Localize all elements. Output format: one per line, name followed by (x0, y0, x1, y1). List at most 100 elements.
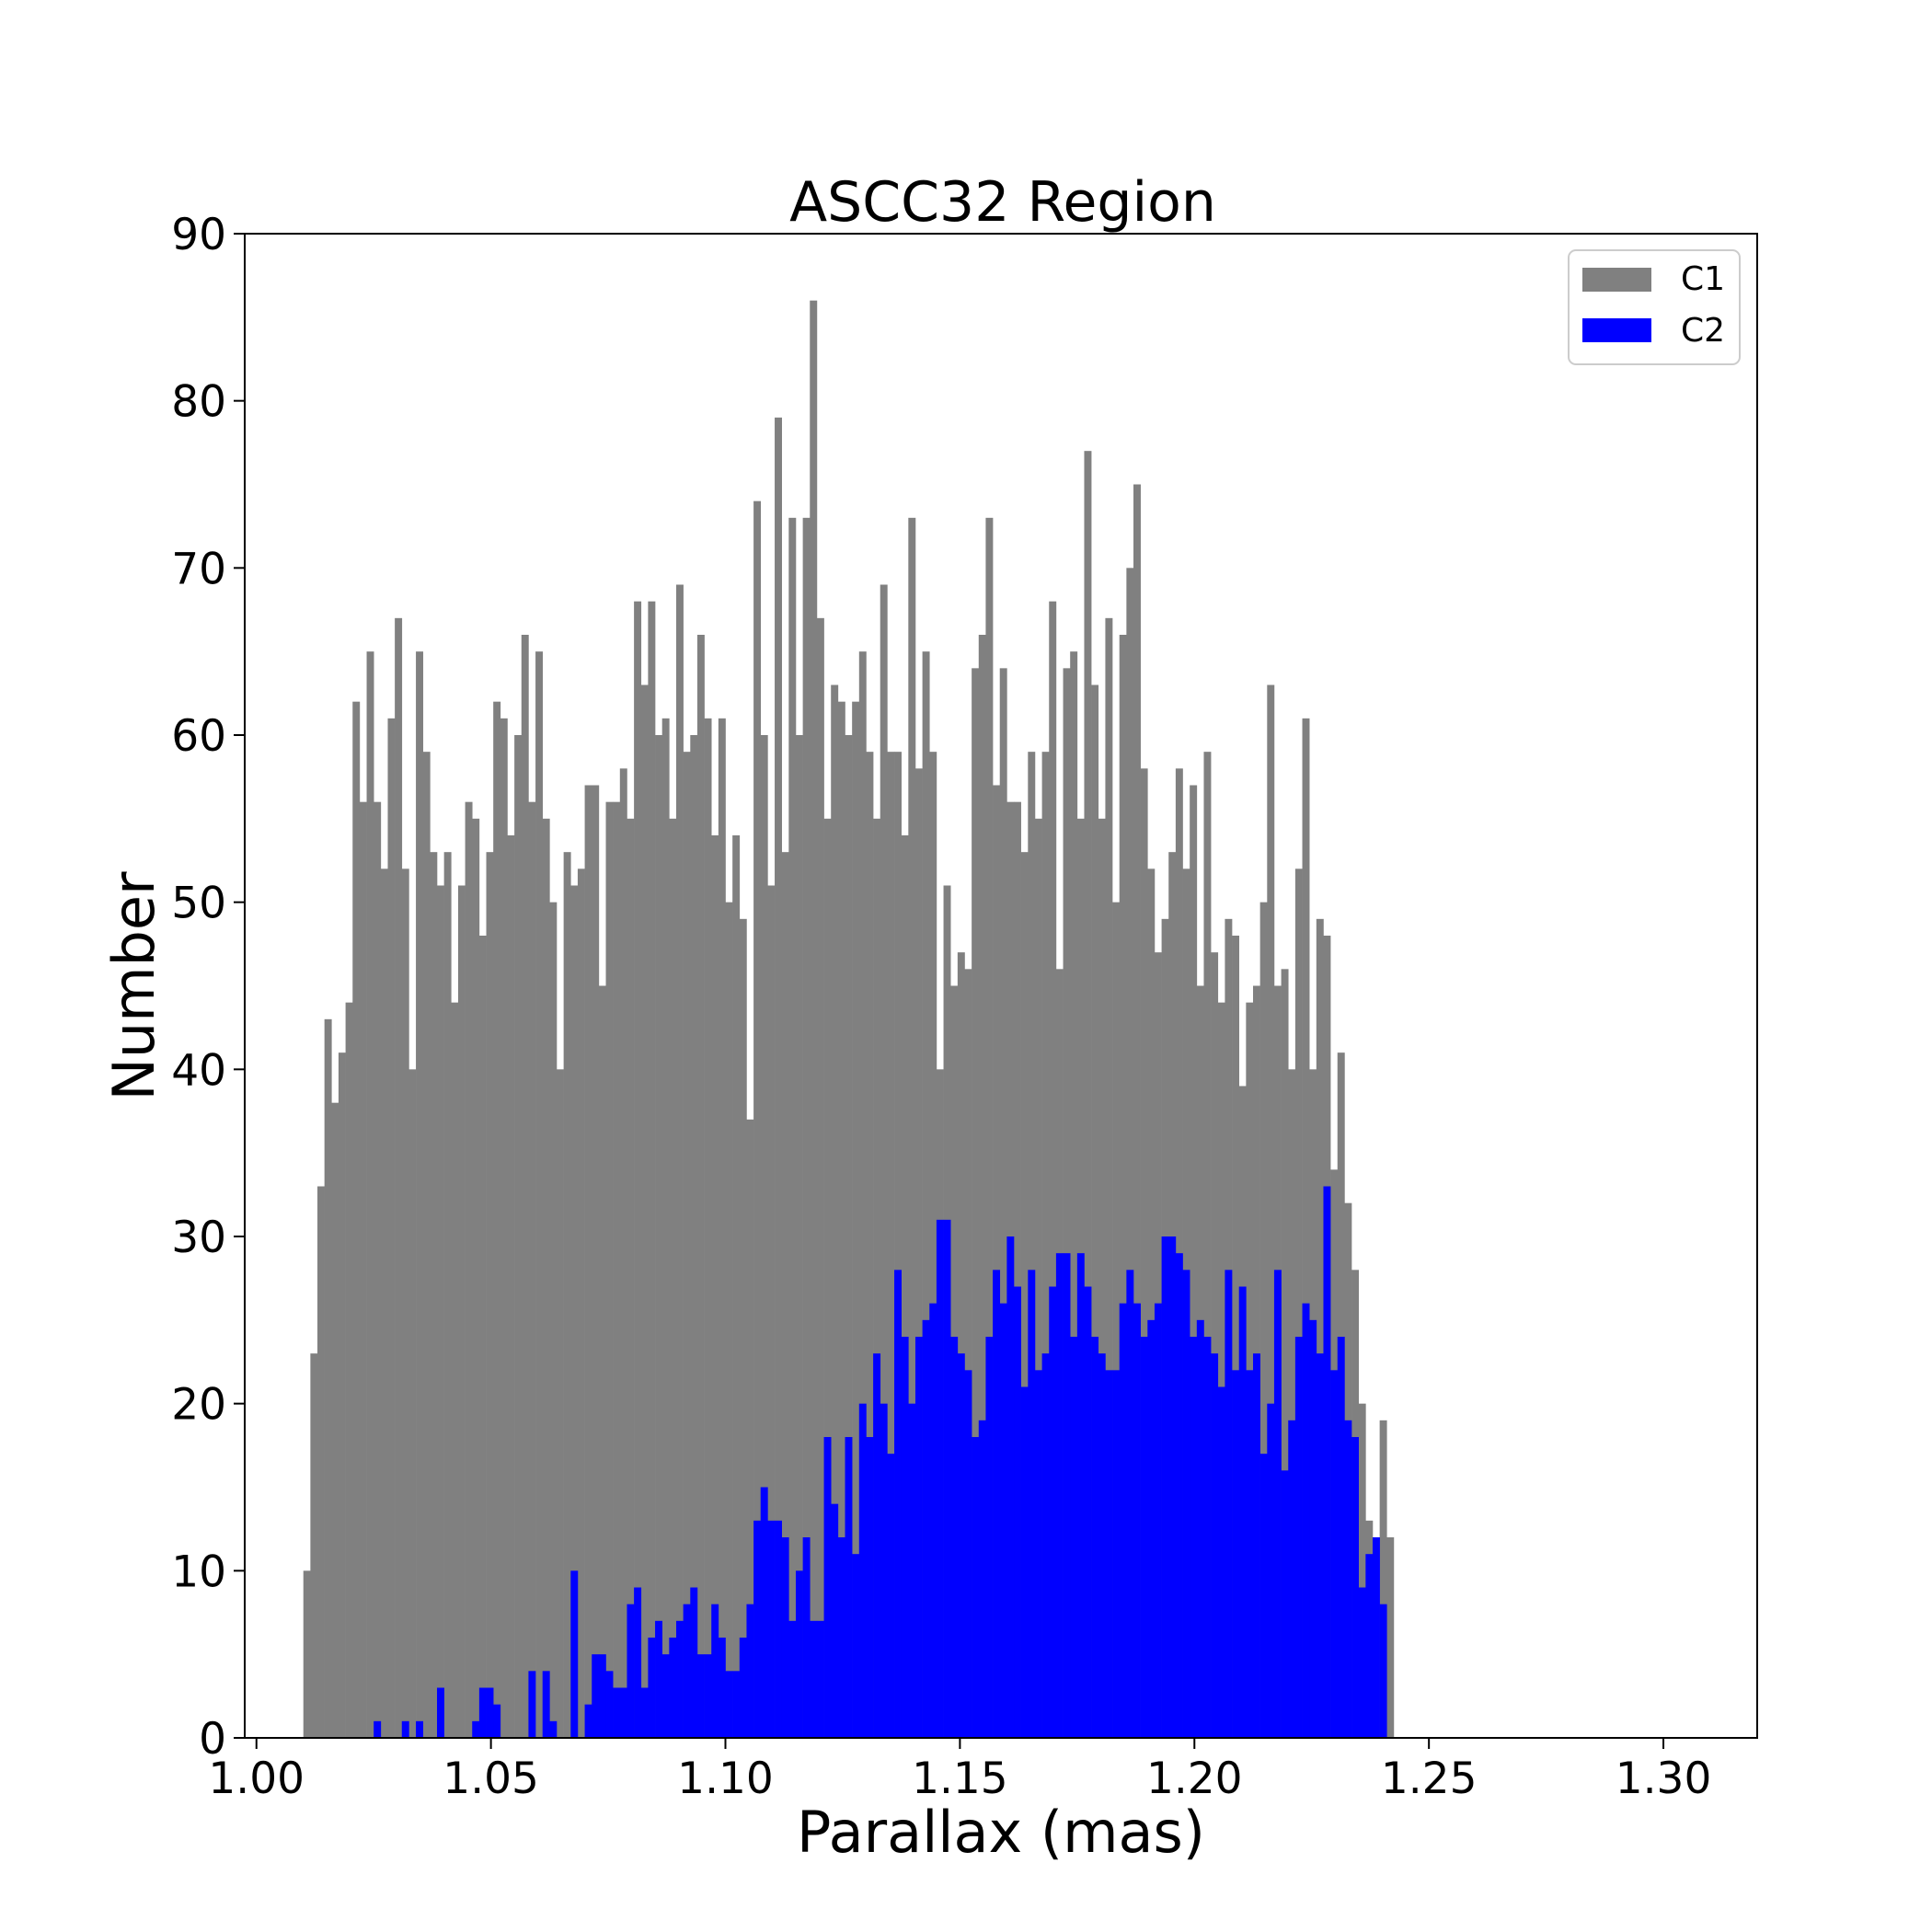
bar-c2-136 (1259, 1454, 1268, 1738)
bar-c1-153 (1379, 1420, 1387, 1738)
bar-c1-71 (802, 517, 811, 1738)
bar-c1-7 (352, 701, 361, 1739)
bar-c2-134 (1246, 1370, 1254, 1738)
bar-c2-72 (810, 1620, 818, 1738)
x-tick-label: 1.00 (208, 1754, 305, 1804)
bar-c1-51 (661, 718, 670, 1738)
bar-c2-16 (416, 1720, 424, 1738)
bar-c1-111 (1084, 451, 1092, 1738)
bar-c1-37 (563, 852, 571, 1738)
bar-c1-54 (683, 752, 691, 1739)
y-axis-ticks: 0 10 20 30 40 50 60 70 80 90 (171, 210, 245, 1765)
bar-c2-35 (549, 1720, 558, 1738)
bar-c2-58 (711, 1604, 719, 1738)
bar-c2-70 (795, 1570, 803, 1738)
y-tick-label: 60 (171, 711, 226, 762)
bar-c2-143 (1309, 1319, 1317, 1738)
bar-c2-79 (858, 1403, 867, 1738)
bar-c1-89 (929, 752, 937, 1739)
x-axis-label: Parallax (mas) (797, 1799, 1205, 1866)
bar-c1-2 (317, 1186, 325, 1738)
bar-c1-59 (718, 718, 726, 1738)
bar-c2-26 (486, 1687, 494, 1738)
bar-c1-128 (1203, 752, 1212, 1739)
bar-c2-114 (1105, 1370, 1113, 1738)
bar-c2-50 (655, 1620, 662, 1738)
bar-c1-49 (648, 601, 656, 1739)
bar-c2-102 (1020, 1386, 1029, 1738)
bar-c2-147 (1337, 1337, 1345, 1738)
bar-c2-137 (1267, 1403, 1275, 1738)
bar-c2-119 (1140, 1337, 1148, 1738)
y-tick-label: 50 (171, 879, 226, 929)
bar-c1-20 (443, 852, 452, 1738)
bar-c1-33 (535, 651, 544, 1739)
bar-c2-90 (936, 1219, 944, 1738)
bar-c1-103 (1028, 752, 1036, 1739)
bar-c1-112 (1091, 684, 1099, 1738)
bar-c2-130 (1217, 1386, 1225, 1738)
bar-c2-10 (374, 1720, 382, 1738)
bar-c2-112 (1091, 1337, 1099, 1738)
bar-c2-57 (704, 1654, 712, 1738)
bar-c2-95 (972, 1437, 980, 1738)
bar-c2-127 (1196, 1319, 1204, 1738)
bar-c1-126 (1190, 785, 1198, 1738)
legend: C1 C2 (1568, 249, 1741, 365)
bar-c1-28 (500, 718, 508, 1738)
bar-c2-132 (1232, 1370, 1240, 1738)
bar-c1-87 (914, 768, 923, 1738)
bar-c1-63 (746, 1119, 754, 1738)
bar-c2-52 (669, 1638, 677, 1738)
bar-c2-89 (929, 1303, 937, 1738)
bar-c2-103 (1028, 1270, 1036, 1738)
bar-c2-71 (802, 1537, 811, 1738)
y-tick-label: 80 (171, 377, 226, 428)
bar-c1-136 (1259, 902, 1268, 1738)
x-tick-label: 1.30 (1616, 1754, 1712, 1804)
bar-c2-77 (845, 1437, 853, 1738)
bar-c1-130 (1217, 1002, 1225, 1738)
bar-c2-146 (1330, 1370, 1339, 1738)
bar-c1-67 (775, 417, 782, 1739)
bar-c1-8 (359, 801, 367, 1738)
bar-c1-101 (1014, 801, 1021, 1738)
x-axis-ticks: 1.00 1.05 1.10 1.15 1.20 1.25 1.30 (208, 1738, 1711, 1804)
bar-c1-57 (704, 718, 712, 1738)
legend-swatch-c2 (1582, 318, 1651, 342)
bar-c2-59 (718, 1638, 726, 1738)
bar-c1-117 (1126, 568, 1134, 1738)
bar-c1-105 (1041, 752, 1050, 1739)
bar-c2-93 (957, 1353, 965, 1738)
bar-c2-135 (1253, 1353, 1260, 1738)
bar-c2-81 (873, 1353, 881, 1738)
bar-c1-115 (1112, 902, 1121, 1738)
bar-c1-98 (993, 785, 1001, 1738)
bar-c2-138 (1273, 1270, 1282, 1738)
bar-c1-129 (1211, 952, 1219, 1738)
legend-label-c2: C2 (1681, 312, 1725, 350)
bar-c2-121 (1154, 1303, 1162, 1738)
bar-c2-55 (690, 1587, 698, 1738)
bar-c2-125 (1182, 1270, 1190, 1738)
bar-c1-35 (549, 902, 558, 1738)
bar-c1-78 (852, 701, 860, 1739)
bar-c2-109 (1070, 1337, 1078, 1738)
bar-c2-86 (908, 1403, 916, 1738)
bar-c1-74 (823, 818, 832, 1738)
bar-c1-50 (655, 735, 662, 1738)
bar-c1-144 (1316, 918, 1324, 1738)
y-tick-label: 30 (171, 1213, 226, 1263)
bar-c1-62 (739, 918, 747, 1738)
bar-c2-19 (437, 1687, 444, 1738)
series-c2-bars (374, 1186, 1387, 1738)
bar-c1-6 (345, 1002, 353, 1738)
bar-c1-24 (472, 818, 480, 1738)
bar-c2-44 (613, 1687, 621, 1738)
bar-c1-56 (696, 635, 705, 1738)
bar-c1-36 (557, 1069, 564, 1738)
bar-c2-123 (1168, 1236, 1177, 1738)
bar-c2-129 (1211, 1353, 1219, 1738)
x-tick-label: 1.25 (1381, 1754, 1478, 1804)
bar-c1-29 (507, 835, 515, 1738)
